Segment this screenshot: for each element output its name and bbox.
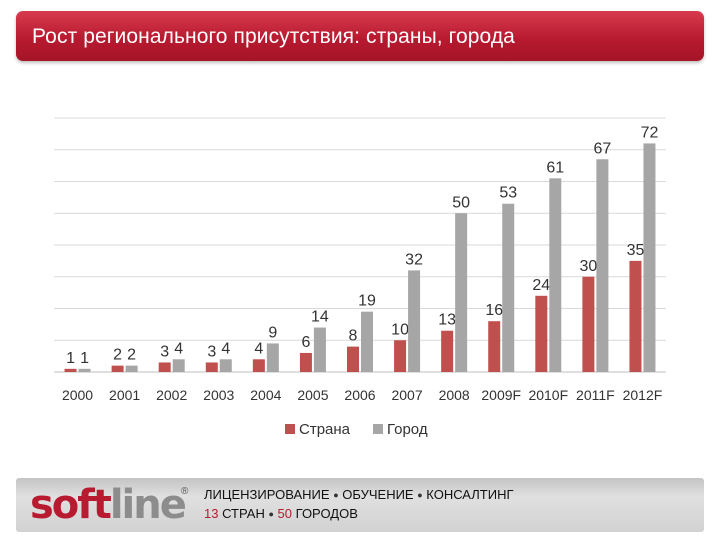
data-label: 3 xyxy=(160,343,169,360)
bar-city xyxy=(596,159,609,372)
bar-country xyxy=(535,295,548,372)
bar-city xyxy=(455,213,468,372)
bar-country xyxy=(205,362,218,372)
bar-city xyxy=(313,327,326,372)
data-label: 53 xyxy=(499,185,517,202)
bar-country xyxy=(299,352,312,372)
x-tick-label: 2009F xyxy=(481,387,521,403)
bar-city xyxy=(502,203,515,372)
bar-city xyxy=(125,365,138,372)
service-training: ОБУЧЕНИЕ xyxy=(342,487,414,502)
legend-swatch xyxy=(285,424,295,434)
countries-label: СТРАН xyxy=(222,506,265,521)
data-label: 13 xyxy=(438,312,456,329)
presence-line: 13 СТРАН ● 50 ГОРОДОВ xyxy=(204,506,358,521)
countries-count: 13 xyxy=(204,506,219,521)
bar-city xyxy=(549,178,562,372)
services-line: ЛИЦЕНЗИРОВАНИЕ ● ОБУЧЕНИЕ ● КОНСАЛТИНГ xyxy=(204,487,514,502)
bar-city xyxy=(266,343,279,372)
data-label: 9 xyxy=(268,324,277,341)
bar-country xyxy=(64,368,77,372)
logo-part-soft: soft xyxy=(30,482,112,528)
x-tick-label: 2007 xyxy=(391,387,422,403)
title-bar: Рост регионального присутствия: страны, … xyxy=(16,11,704,61)
bar-country xyxy=(394,340,407,372)
legend-swatch xyxy=(373,424,383,434)
cities-label: ГОРОДОВ xyxy=(295,506,358,521)
data-label: 67 xyxy=(593,140,611,157)
footer: softline ® ЛИЦЕНЗИРОВАНИЕ ● ОБУЧЕНИЕ ● К… xyxy=(16,478,704,532)
bar-country xyxy=(252,359,265,372)
data-label: 35 xyxy=(627,242,645,259)
data-label: 10 xyxy=(391,321,409,338)
bar-country xyxy=(629,260,642,372)
data-label: 2 xyxy=(127,347,136,364)
data-label: 1 xyxy=(66,350,75,367)
bar-city xyxy=(172,359,185,372)
service-licensing: ЛИЦЕНЗИРОВАНИЕ xyxy=(204,487,330,502)
x-tick-label: 2006 xyxy=(344,387,375,403)
bar-country xyxy=(441,330,454,372)
logo-part-line: line xyxy=(109,482,187,528)
x-tick-label: 2001 xyxy=(109,387,140,403)
x-tick-label: 2004 xyxy=(250,387,281,403)
bar-country xyxy=(582,276,595,372)
bar-city xyxy=(219,359,232,372)
softline-logo: softline xyxy=(30,482,187,528)
bar-city xyxy=(408,270,421,372)
x-tick-label: 2008 xyxy=(439,387,470,403)
bar-country xyxy=(347,346,359,372)
x-tick-label: 2010F xyxy=(528,387,568,403)
data-label: 1 xyxy=(80,350,89,367)
data-label: 4 xyxy=(254,340,263,357)
page-title: Рост регионального присутствия: страны, … xyxy=(32,25,515,48)
bullet-separator: ● xyxy=(417,490,423,500)
x-tick-label: 2002 xyxy=(156,387,187,403)
x-tick-label: 2003 xyxy=(203,387,234,403)
x-tick-label: 2012F xyxy=(623,387,663,403)
data-label: 2 xyxy=(113,347,122,364)
data-label: 19 xyxy=(358,293,376,310)
data-label: 14 xyxy=(311,309,329,326)
bar-country xyxy=(488,321,501,372)
data-label: 4 xyxy=(174,340,183,357)
legend-label: Город xyxy=(387,421,428,438)
data-label: 6 xyxy=(301,334,310,351)
data-label: 4 xyxy=(221,340,230,357)
bar-city xyxy=(361,311,373,372)
bullet-separator: ● xyxy=(333,490,339,500)
x-tick-label: 2011F xyxy=(576,387,615,403)
bar-city xyxy=(643,143,656,372)
x-tick-label: 2005 xyxy=(297,387,328,403)
service-consulting: КОНСАЛТИНГ xyxy=(426,487,514,502)
legend-label: Страна xyxy=(299,421,351,438)
data-label: 16 xyxy=(485,302,503,319)
data-label: 8 xyxy=(349,328,358,345)
registered-mark: ® xyxy=(181,486,189,497)
data-label: 61 xyxy=(546,159,564,176)
cities-count: 50 xyxy=(277,506,293,521)
bar-city xyxy=(78,368,91,372)
bullet-separator: ● xyxy=(268,509,274,519)
bar-country xyxy=(158,362,171,372)
bar-country xyxy=(111,365,124,372)
data-label: 30 xyxy=(579,258,597,275)
data-label: 3 xyxy=(207,343,216,360)
x-tick-label: 2000 xyxy=(62,387,93,403)
data-label: 72 xyxy=(641,124,659,141)
data-label: 32 xyxy=(405,251,423,268)
data-label: 50 xyxy=(452,194,470,211)
data-label: 24 xyxy=(532,277,550,294)
